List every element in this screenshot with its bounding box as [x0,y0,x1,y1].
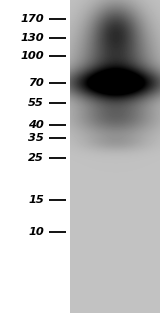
Text: 15: 15 [28,195,44,205]
Text: 25: 25 [28,153,44,163]
Text: 35: 35 [28,133,44,143]
Text: 130: 130 [20,33,44,43]
Text: 10: 10 [28,227,44,237]
Bar [0,0,70,313]
Bar [70,0,160,313]
Text: 55: 55 [28,98,44,108]
Text: 40: 40 [28,120,44,130]
Text: 70: 70 [28,78,44,88]
Text: 100: 100 [20,51,44,61]
Text: 170: 170 [20,14,44,24]
